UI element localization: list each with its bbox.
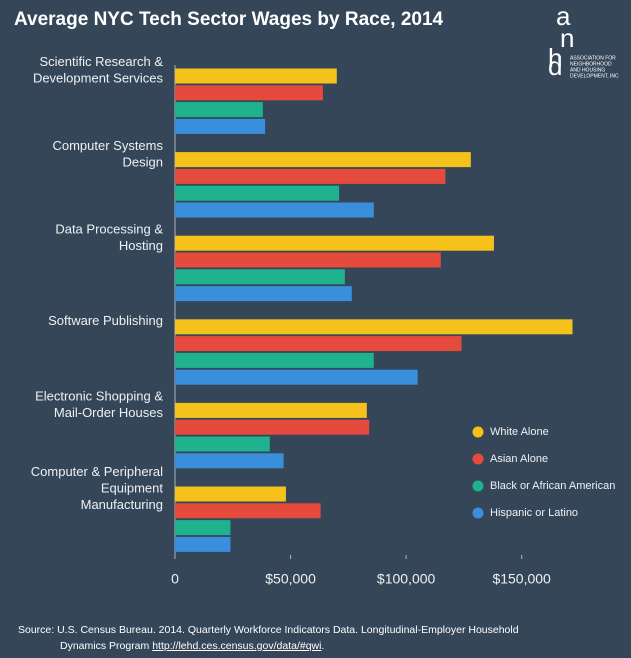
source-line: Dynamics Program http://lehd.ces.census.… [18,638,618,654]
bar [175,269,345,285]
legend-label: Asian Alone [490,453,548,465]
bar [175,185,340,201]
legend-swatch [472,453,484,465]
source-line: Source: U.S. Census Bureau. 2014. Quarte… [18,624,519,636]
category-label: Hosting [119,238,163,253]
category-label: Scientific Research & [39,54,163,69]
category-label: Manufacturing [81,497,163,512]
bar [175,436,270,452]
category-label: Computer Systems [52,138,163,153]
category-label: Development Services [33,71,164,86]
bar [175,118,266,134]
logo-text: NEIGHBORHOOD [570,61,612,67]
legend-swatch [472,480,484,492]
category-label: Design [123,154,163,169]
x-tick-label: $50,000 [265,571,316,587]
chart-title: Average NYC Tech Sector Wages by Race, 2… [14,9,444,30]
legend-label: White Alone [490,426,549,438]
bar [175,68,337,84]
category-label: Electronic Shopping & [35,389,163,404]
category-label: Mail-Order Houses [54,405,164,420]
bar [175,536,231,552]
bar [175,352,374,368]
logo-letter: h [548,43,562,73]
logo-letter: d [548,51,562,81]
bar [175,252,441,268]
logo-text: ASSOCIATION FOR [570,55,616,61]
bar [175,152,471,168]
bar [175,503,321,519]
bar [175,235,494,251]
legend-label: Hispanic or Latino [490,507,578,519]
category-label: Data Processing & [55,221,163,236]
bar [175,486,286,502]
bar [175,402,367,418]
source-text: Dynamics Program [60,640,153,652]
bar [175,336,462,352]
bar [175,85,323,101]
legend-swatch [472,426,484,438]
legend-label: Black or African American [490,480,615,492]
bar [175,202,374,218]
logo-letter: n [560,23,574,53]
bar [175,168,446,184]
bar [175,520,231,536]
x-tick-label: $150,000 [492,571,551,587]
bar [175,419,370,435]
bar [175,453,284,469]
logo-text: AND HOUSING [570,67,605,73]
x-tick-label: 0 [171,571,179,587]
category-label: Computer & Peripheral [31,464,163,479]
bar [175,369,418,385]
source-link[interactable]: http://lehd.ces.census.gov/data/#qwi [152,640,322,652]
bar [175,102,263,118]
logo-text: DEVELOPMENT, INC [570,73,619,79]
source-end: . [321,640,325,652]
bar [175,319,573,335]
x-tick-label: $100,000 [377,571,436,587]
category-label: Software Publishing [48,313,163,328]
source: Source: U.S. Census Bureau. 2014. Quarte… [18,622,618,654]
bar [175,286,352,302]
category-label: Equipment [101,480,164,495]
logo-letter: a [556,1,571,31]
legend-swatch [472,507,484,519]
